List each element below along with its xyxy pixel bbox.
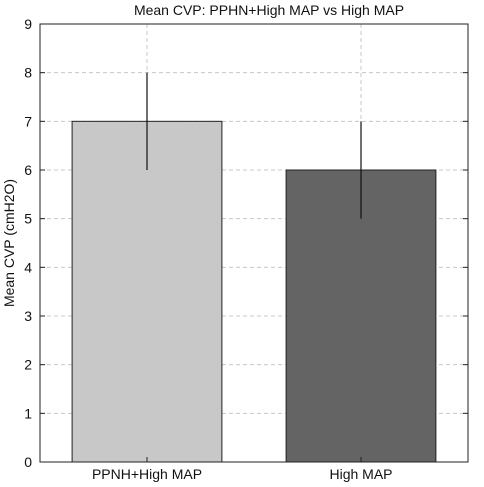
bar-0 xyxy=(71,120,223,463)
y-ticks: 0 1 2 3 4 5 6 7 8 9 xyxy=(24,16,468,470)
y-tick-label: 4 xyxy=(24,259,32,275)
x-ticks: PPNH+High MAP High MAP xyxy=(92,457,393,482)
bars xyxy=(71,120,437,463)
y-tick-label: 2 xyxy=(24,357,32,373)
y-tick-label: 1 xyxy=(24,405,32,421)
y-tick-label: 5 xyxy=(24,211,32,227)
y-tick-label: 9 xyxy=(24,16,32,32)
plot-frame xyxy=(39,23,469,463)
y-axis-label: Mean CVP (cmH2O) xyxy=(1,179,17,307)
error-bars xyxy=(146,72,362,219)
chart-title: Mean CVP: PPHN+High MAP vs High MAP xyxy=(134,2,404,18)
y-tick-label: 3 xyxy=(24,308,32,324)
x-tick-label: High MAP xyxy=(329,466,392,482)
y-tick-label: 7 xyxy=(24,113,32,129)
y-tick-label: 8 xyxy=(24,65,32,81)
y-tick-label: 6 xyxy=(24,162,32,178)
x-tick-label: PPNH+High MAP xyxy=(92,466,202,482)
y-tick-label: 0 xyxy=(24,454,32,470)
